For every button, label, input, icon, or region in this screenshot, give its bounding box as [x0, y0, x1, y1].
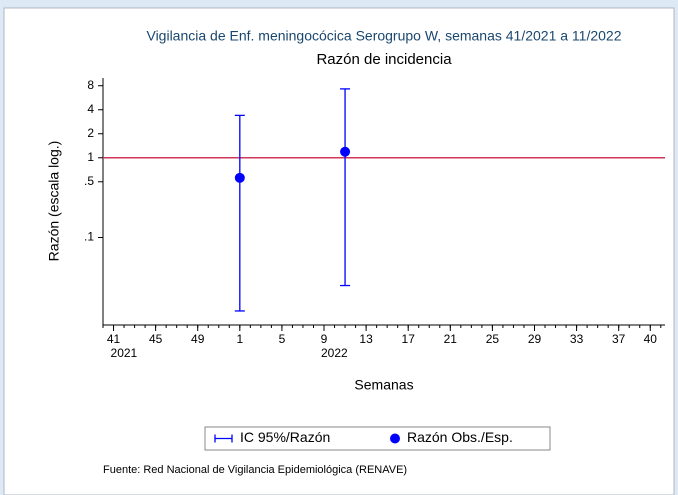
x-tick-label: 13	[359, 332, 373, 346]
x-tick-label: 45	[149, 332, 163, 346]
x-tick-label: 25	[486, 332, 500, 346]
y-tick-label: 1	[87, 150, 94, 164]
x-tick-label: 33	[570, 332, 584, 346]
y-tick-label: 4	[87, 102, 94, 116]
x-tick-label: 37	[612, 332, 626, 346]
legend-dot	[390, 433, 400, 444]
y-tick-label: .5	[84, 174, 94, 188]
source-note: Fuente: Red Nacional de Vigilancia Epide…	[103, 464, 407, 476]
point	[234, 172, 245, 183]
legend-box	[204, 426, 551, 451]
y-tick-label: 2	[87, 126, 94, 140]
x-tick-label: 41	[107, 332, 121, 346]
chart-subtitle: Razón de incidencia	[316, 51, 452, 68]
x-axis-label: Semanas	[354, 377, 413, 393]
x-tick-label: 1	[236, 332, 243, 346]
y-tick-label: .1	[84, 230, 94, 244]
point	[340, 146, 351, 157]
legend-label: Razón Obs./Esp.	[407, 429, 513, 445]
x-tick-label: 5	[279, 332, 286, 346]
chart-title: Vigilancia de Enf. meningocócica Serogru…	[146, 28, 621, 44]
y-axis-label: Razón (escala log.)	[46, 141, 62, 262]
x-tick-label: 29	[528, 332, 542, 346]
year-label: 2021	[111, 346, 138, 360]
legend-label: IC 95%/Razón	[240, 429, 330, 445]
year-label: 2022	[321, 346, 348, 360]
x-tick-label: 17	[402, 332, 416, 346]
y-tick-label: 8	[87, 78, 94, 92]
x-tick-label: 40	[644, 332, 658, 346]
x-tick-label: 21	[444, 332, 458, 346]
graph-panel	[3, 7, 675, 495]
x-tick-label: 9	[321, 332, 328, 346]
x-tick-label: 49	[191, 332, 205, 346]
